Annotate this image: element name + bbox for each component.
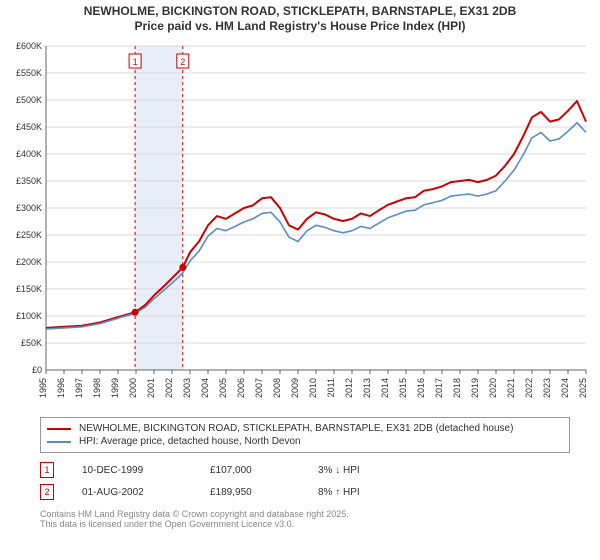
- footer-line: Contains HM Land Registry data © Crown c…: [40, 509, 570, 519]
- svg-text:£0: £0: [32, 365, 42, 375]
- svg-text:£300K: £300K: [16, 203, 42, 213]
- footer-attribution: Contains HM Land Registry data © Crown c…: [40, 509, 570, 529]
- svg-text:2024: 2024: [560, 378, 570, 398]
- svg-text:2012: 2012: [344, 378, 354, 398]
- footer-line: This data is licensed under the Open Gov…: [40, 519, 570, 529]
- sale-marker-badge: 2: [40, 484, 54, 500]
- svg-text:£500K: £500K: [16, 95, 42, 105]
- svg-text:2018: 2018: [452, 378, 462, 398]
- sale-marker-row: 1 10-DEC-1999 £107,000 3% ↓ HPI: [40, 459, 570, 481]
- sale-marker-price: £107,000: [210, 465, 290, 476]
- legend-label: HPI: Average price, detached house, Nort…: [79, 436, 301, 447]
- svg-text:2011: 2011: [326, 378, 336, 397]
- svg-text:2: 2: [180, 57, 185, 67]
- svg-text:2002: 2002: [164, 378, 174, 398]
- svg-text:2022: 2022: [524, 378, 534, 398]
- svg-text:2016: 2016: [416, 378, 426, 398]
- legend-row: HPI: Average price, detached house, Nort…: [47, 435, 563, 448]
- svg-text:2000: 2000: [128, 378, 138, 398]
- svg-text:£100K: £100K: [16, 311, 42, 321]
- sale-marker-date: 01-AUG-2002: [82, 487, 182, 498]
- svg-text:2004: 2004: [200, 378, 210, 398]
- svg-text:£550K: £550K: [16, 68, 42, 78]
- svg-text:£400K: £400K: [16, 149, 42, 159]
- svg-text:1: 1: [133, 57, 138, 67]
- svg-text:2019: 2019: [470, 378, 480, 398]
- chart-title-line1: NEWHOLME, BICKINGTON ROAD, STICKLEPATH, …: [0, 4, 600, 19]
- svg-text:2005: 2005: [218, 378, 228, 398]
- svg-text:2001: 2001: [146, 378, 156, 398]
- legend-row: NEWHOLME, BICKINGTON ROAD, STICKLEPATH, …: [47, 422, 563, 435]
- svg-text:1998: 1998: [92, 378, 102, 398]
- sale-marker-delta: 3% ↓ HPI: [318, 465, 398, 476]
- chart-svg: £0 £50K £100K £150K £200K £250K £300K £350K £400…: [6, 38, 594, 408]
- svg-text:1995: 1995: [38, 378, 48, 398]
- svg-text:2009: 2009: [290, 378, 300, 398]
- svg-text:1997: 1997: [74, 378, 84, 398]
- price-chart: £0 £50K £100K £150K £200K £250K £300K £350K £400…: [6, 38, 594, 411]
- sale-marker-date: 10-DEC-1999: [82, 465, 182, 476]
- svg-text:2023: 2023: [542, 378, 552, 398]
- chart-title-line2: Price paid vs. HM Land Registry's House …: [0, 19, 600, 34]
- svg-text:2013: 2013: [362, 378, 372, 398]
- sale-marker-delta: 8% ↑ HPI: [318, 487, 398, 498]
- svg-text:2014: 2014: [380, 378, 390, 398]
- svg-text:£150K: £150K: [16, 284, 42, 294]
- sale-marker-price: £189,950: [210, 487, 290, 498]
- legend-swatch: [47, 428, 71, 430]
- sale-marker-badge: 1: [40, 462, 54, 478]
- svg-text:2006: 2006: [236, 378, 246, 398]
- svg-text:£50K: £50K: [21, 338, 42, 348]
- svg-text:2010: 2010: [308, 378, 318, 398]
- svg-text:1999: 1999: [110, 378, 120, 398]
- svg-text:2008: 2008: [272, 378, 282, 398]
- svg-text:2003: 2003: [182, 378, 192, 398]
- legend-label: NEWHOLME, BICKINGTON ROAD, STICKLEPATH, …: [79, 423, 513, 434]
- legend-swatch: [47, 441, 71, 443]
- svg-text:2017: 2017: [434, 378, 444, 398]
- svg-text:1996: 1996: [56, 378, 66, 398]
- svg-text:£350K: £350K: [16, 176, 42, 186]
- svg-text:2021: 2021: [506, 378, 516, 398]
- sale-marker-row: 2 01-AUG-2002 £189,950 8% ↑ HPI: [40, 481, 570, 503]
- sale-marker-table: 1 10-DEC-1999 £107,000 3% ↓ HPI 2 01-AUG-2002…: [40, 459, 570, 503]
- svg-text:£250K: £250K: [16, 230, 42, 240]
- svg-text:2025: 2025: [578, 378, 588, 398]
- svg-text:2020: 2020: [488, 378, 498, 398]
- legend: NEWHOLME, BICKINGTON ROAD, STICKLEPATH, …: [40, 417, 570, 453]
- svg-text:£200K: £200K: [16, 257, 42, 267]
- svg-text:2015: 2015: [398, 378, 408, 398]
- svg-text:£450K: £450K: [16, 122, 42, 132]
- svg-text:£600K: £600K: [16, 41, 42, 51]
- svg-text:2007: 2007: [254, 378, 264, 398]
